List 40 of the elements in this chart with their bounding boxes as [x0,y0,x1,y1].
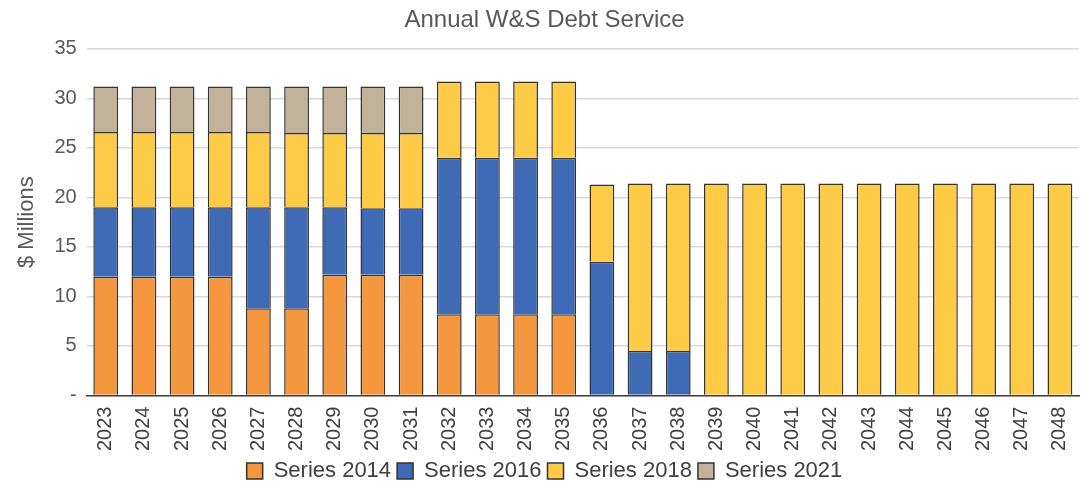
x-tick-label: 2028 [284,406,307,452]
x-tick-label: 2045 [932,406,955,452]
x-tick-label: 2026 [207,406,230,452]
x-tick-label: 2047 [1009,406,1032,452]
x-tick-label: 2041 [780,406,803,452]
y-tick-label: 20 [54,184,77,207]
y-tick-label: 30 [54,85,77,108]
x-tick-label: 2032 [436,406,459,452]
legend-label: Series 2021 [724,457,843,483]
x-tick-label: 2035 [551,406,574,452]
y-tick-label: 35 [54,36,77,59]
x-tick-label: 2034 [513,406,536,452]
x-tick-label: 2042 [818,406,841,452]
x-tick-label: 2039 [703,406,726,452]
x-tick-label: 2038 [665,406,688,452]
y-tick-label: 15 [54,234,77,257]
y-tick-label: 5 [65,333,77,356]
chart-title: Annual W&S Debt Service [404,5,685,33]
x-tick-label: 2044 [894,406,917,452]
x-tick-label: 2025 [169,406,192,452]
x-tick-label: 2031 [398,406,421,452]
x-tick-label: 2029 [322,406,345,452]
x-tick-label: 2046 [971,406,994,452]
legend-label: Series 2016 [424,457,542,483]
y-tick-label: 10 [54,283,77,306]
x-tick-label: 2040 [742,406,765,452]
x-tick-label: 2024 [131,406,154,452]
legend-label: Series 2014 [273,457,392,483]
x-tick-label: 2048 [1047,406,1070,452]
y-axis-title: $ Millions [13,176,39,269]
x-tick-label: 2027 [245,406,268,452]
y-tick-label: 25 [54,135,77,158]
x-tick-label: 2033 [474,406,497,452]
legend-label: Series 2018 [574,457,692,483]
x-tick-label: 2037 [627,406,650,452]
x-tick-label: 2036 [589,406,612,452]
x-tick-label: 2030 [360,406,383,452]
y-tick-label: - [69,383,77,406]
x-tick-label: 2023 [93,406,116,452]
x-tick-label: 2043 [856,406,879,452]
